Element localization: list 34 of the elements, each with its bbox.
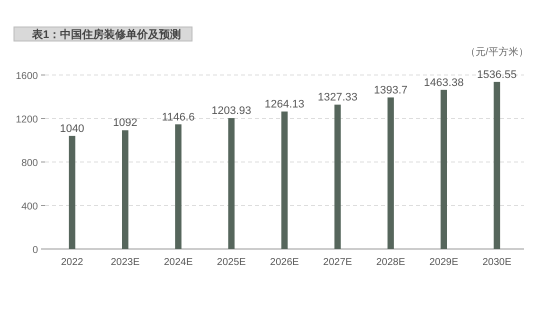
bar <box>494 82 500 249</box>
y-tick-label: 1600 <box>16 71 38 82</box>
bar <box>281 112 288 249</box>
data-label: 1203.93 <box>212 105 252 118</box>
bar <box>228 118 235 249</box>
data-label: 1264.13 <box>264 98 304 111</box>
x-tick-label: 2030E <box>482 257 512 268</box>
bar <box>122 130 128 249</box>
y-tick-label: 1200 <box>16 114 38 126</box>
bar <box>175 124 182 249</box>
x-tick-label: 2025E <box>216 257 246 268</box>
x-tick-label: 2029E <box>429 257 459 268</box>
data-label: 1092 <box>112 117 138 130</box>
bar <box>440 90 447 249</box>
y-axis-title: （元/平方米） <box>466 46 528 58</box>
data-label: 1327.33 <box>318 92 358 104</box>
bar <box>334 104 341 249</box>
x-tick-label: 2023E <box>110 257 140 268</box>
x-tick-label: 2027E <box>323 257 352 268</box>
data-label: 1463.38 <box>424 76 464 89</box>
y-tick-label: 400 <box>21 202 38 212</box>
x-tick-label: 2022 <box>60 257 84 268</box>
data-label: 1146.6 <box>162 111 195 124</box>
x-tick-label: 2028E <box>376 257 406 268</box>
y-tick-label: 800 <box>21 158 38 169</box>
bar <box>68 136 76 249</box>
x-tick-label: 2026E <box>270 257 300 268</box>
data-label: 1536.55 <box>477 68 517 81</box>
x-tick-label: 2024E <box>164 257 194 268</box>
bar <box>388 97 394 249</box>
data-label: 1040 <box>60 122 84 135</box>
y-tick-label: 0 <box>32 245 38 256</box>
data-label: 1393.7 <box>374 84 408 96</box>
chart-title: 表1：中国住房装修单价及预测 <box>31 28 182 41</box>
